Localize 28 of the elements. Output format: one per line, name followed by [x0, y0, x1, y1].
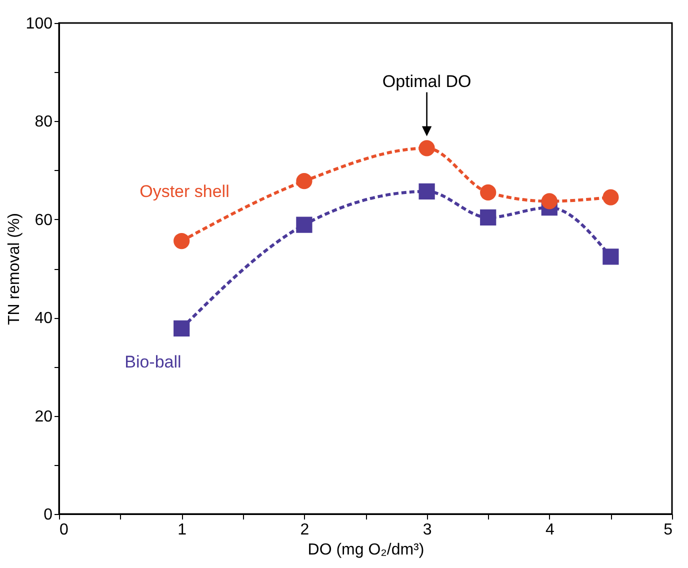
point: [418, 183, 435, 200]
x-axis-title: DO (mg O₂/dm³): [308, 542, 424, 558]
series-label: Bio-ball: [124, 352, 182, 372]
point: [174, 232, 190, 250]
point: [480, 209, 496, 226]
x-tick-label: 1: [178, 522, 187, 538]
y-tick-label: 20: [34, 408, 53, 426]
y-tick-label: 80: [34, 114, 53, 131]
point: [296, 173, 312, 190]
point: [174, 320, 190, 336]
x-tick-label: 2: [300, 522, 310, 538]
annotation: Optimal DO: [382, 72, 472, 92]
y-tick-label: 0: [44, 506, 53, 524]
point: [418, 140, 435, 156]
point: [480, 184, 496, 200]
y-tick-label: 40: [34, 310, 53, 328]
x-tick-label: 0: [60, 522, 68, 538]
point: [541, 193, 558, 210]
x-tick-label: 4: [545, 522, 554, 538]
x-tick-label: 5: [664, 522, 673, 538]
y-tick-label: 100: [26, 16, 53, 32]
y-tick-label: 60: [34, 212, 53, 229]
point: [602, 189, 619, 206]
point: [602, 248, 619, 265]
series-label: Oyster shell: [140, 182, 230, 202]
y-axis-title: TN removal (%): [6, 212, 23, 326]
x-tick-label: 3: [422, 522, 432, 538]
point: [296, 216, 312, 233]
